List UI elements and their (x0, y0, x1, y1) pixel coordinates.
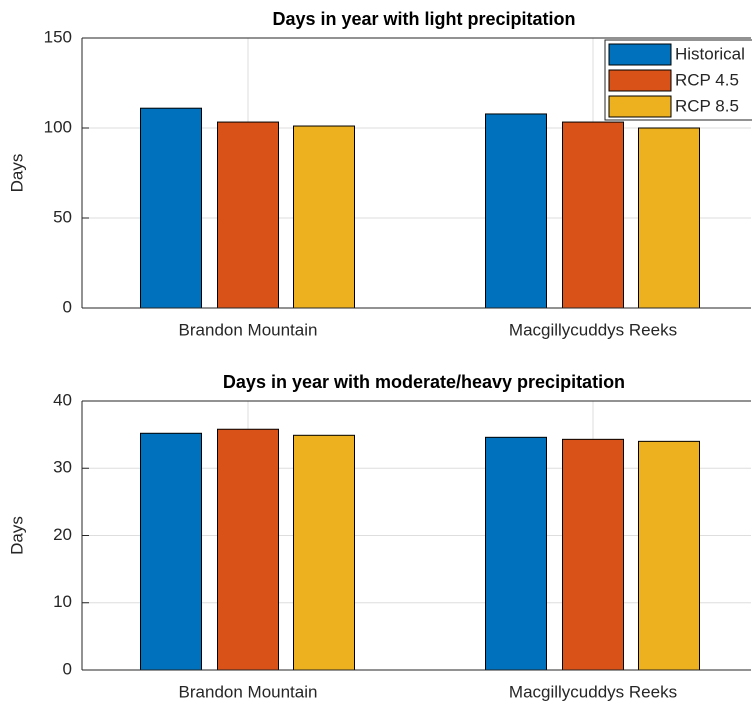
bar (485, 436, 547, 671)
bar (638, 440, 700, 671)
legend-label: Historical (675, 44, 745, 63)
legend-swatch (608, 95, 672, 118)
x-tick-label: Brandon Mountain (179, 682, 318, 701)
y-axis-label: Days (7, 154, 26, 193)
legend-swatch (608, 43, 672, 66)
chart-title: Days in year with light precipitation (272, 9, 575, 29)
y-tick-label: 0 (63, 297, 72, 316)
bar (217, 428, 279, 671)
bar (562, 438, 624, 671)
legend-label: RCP 4.5 (675, 70, 739, 89)
bar (293, 125, 355, 309)
y-tick-label: 40 (53, 390, 72, 409)
y-axis-label: Days (7, 516, 26, 555)
x-tick-label: Macgillycuddys Reeks (509, 682, 677, 701)
y-tick-label: 0 (63, 659, 72, 678)
y-tick-label: 50 (53, 207, 72, 226)
bar (485, 113, 547, 309)
legend-label: RCP 8.5 (675, 96, 739, 115)
y-tick-label: 150 (44, 27, 72, 46)
y-tick-label: 10 (53, 592, 72, 611)
chart-title: Days in year with moderate/heavy precipi… (223, 372, 625, 392)
y-tick-label: 100 (44, 117, 72, 136)
y-tick-label: 20 (53, 525, 72, 544)
bar (562, 121, 624, 309)
bar (217, 121, 279, 309)
legend-swatch (608, 69, 672, 92)
x-tick-label: Macgillycuddys Reeks (509, 320, 677, 339)
bar (140, 107, 202, 309)
bar (293, 434, 355, 671)
x-tick-label: Brandon Mountain (179, 320, 318, 339)
bar (140, 432, 202, 671)
y-tick-label: 30 (53, 458, 72, 477)
bar (638, 127, 700, 309)
